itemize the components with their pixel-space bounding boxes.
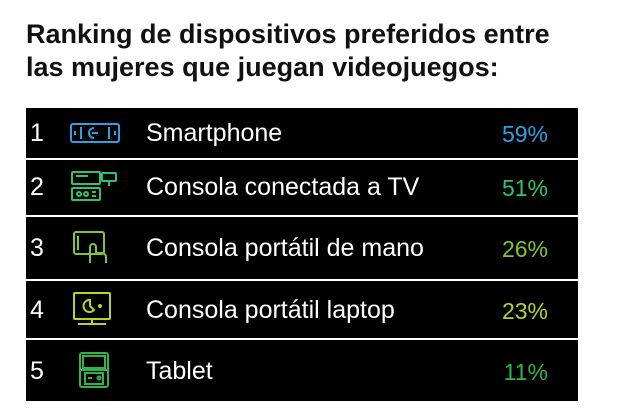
game-console-tv-icon — [68, 168, 122, 204]
row-label: Consola portátil de mano — [146, 234, 424, 262]
chart-title-line-1: Ranking de dispositivos preferidos entre — [26, 19, 550, 49]
chart-title: Ranking de dispositivos preferidos entre… — [26, 18, 616, 84]
row-value: 23% — [501, 298, 548, 324]
table-row: 2 Consola conectada a TV 51% — [26, 160, 578, 215]
handheld-tablet-icon — [68, 229, 122, 265]
table-row: 4 Consola portátil laptop 23% — [26, 281, 578, 338]
table-row: 5 Tablet 11% — [26, 340, 578, 401]
portable-console-icon — [68, 352, 122, 388]
row-label: Tablet — [146, 357, 213, 385]
row-label: Smartphone — [146, 119, 283, 147]
table-row: 1 Smartphone 59% — [26, 108, 578, 158]
row-rank: 4 — [30, 296, 44, 324]
ranking-table: 1 Smartphone 59% 2 — [26, 108, 578, 401]
row-rank: 3 — [30, 234, 44, 262]
row-rank: 5 — [30, 357, 44, 385]
row-divider — [26, 338, 578, 340]
row-label: Consola conectada a TV — [146, 173, 420, 201]
laptop-monitor-icon — [68, 291, 122, 327]
row-divider — [26, 215, 578, 217]
row-value: 26% — [501, 236, 548, 262]
row-value: 51% — [501, 175, 548, 201]
smartphone-icon — [68, 115, 122, 151]
row-value: 59% — [501, 121, 548, 147]
row-value: 11% — [503, 359, 548, 385]
row-rank: 1 — [30, 119, 44, 147]
table-row: 3 Consola portátil de mano 26% — [26, 217, 578, 279]
chart-title-line-2: las mujeres que juegan videojuegos: — [26, 52, 499, 82]
row-divider — [26, 158, 578, 160]
row-rank: 2 — [30, 173, 44, 201]
row-label: Consola portátil laptop — [146, 296, 395, 324]
row-divider — [26, 279, 578, 281]
